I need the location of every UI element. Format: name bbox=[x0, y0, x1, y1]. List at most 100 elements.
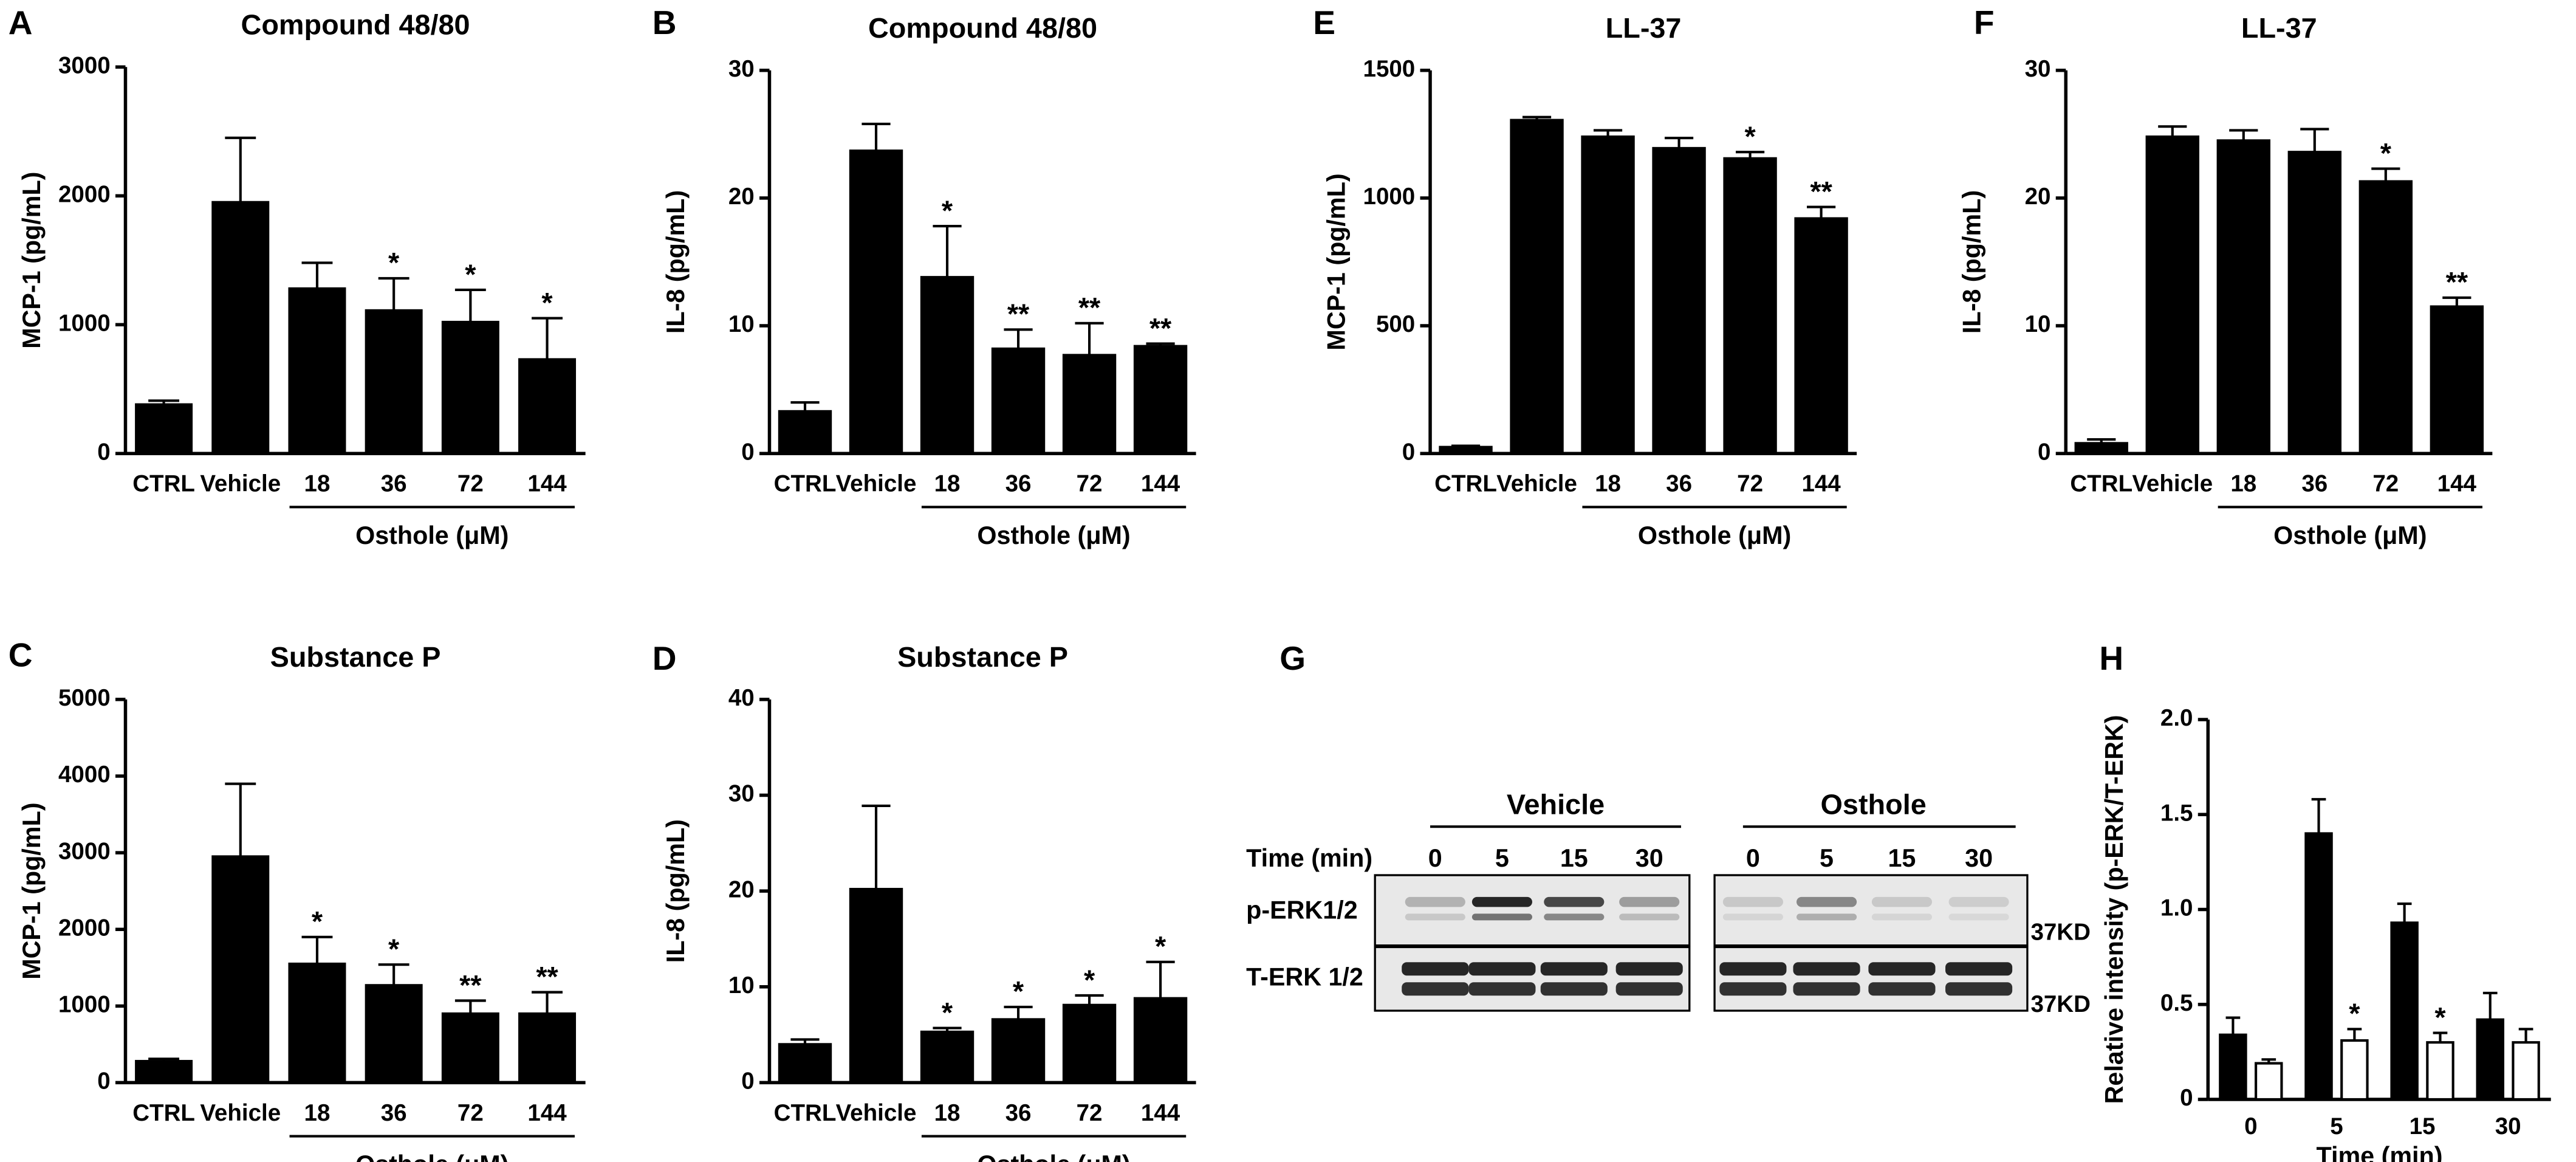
significance: * bbox=[312, 906, 323, 937]
band bbox=[1722, 913, 1783, 921]
significance: * bbox=[2380, 137, 2392, 169]
y-tick-label: 20 bbox=[728, 876, 755, 902]
bar bbox=[2145, 135, 2199, 455]
x-tick-label: CTRL bbox=[1434, 471, 1497, 497]
x-tick-label: 36 bbox=[1005, 1100, 1032, 1126]
bar bbox=[2304, 832, 2333, 1101]
x-tick-label: CTRL bbox=[132, 471, 195, 497]
x-tick-label: 36 bbox=[2301, 471, 2328, 497]
y-axis-label: IL-8 (pg/mL) bbox=[662, 190, 690, 334]
bar bbox=[2390, 921, 2419, 1101]
y-tick-label: 10 bbox=[728, 311, 755, 337]
bar bbox=[1062, 1003, 1117, 1084]
x-tick-label: 72 bbox=[1077, 1100, 1103, 1126]
y-tick-label: 1000 bbox=[58, 310, 111, 336]
y-axis-label: MCP-1 (pg/mL) bbox=[1323, 173, 1351, 350]
row-label: p-ERK1/2 bbox=[1246, 896, 1358, 924]
lane-label: 15 bbox=[1560, 844, 1588, 872]
y-tick-label: 4000 bbox=[58, 761, 111, 788]
lane-label: 0 bbox=[1746, 844, 1760, 872]
band bbox=[1871, 913, 1932, 921]
significance: ** bbox=[1810, 176, 1832, 207]
panel-letter: B bbox=[653, 4, 677, 41]
band bbox=[1796, 913, 1857, 921]
bar bbox=[2476, 1018, 2504, 1101]
band bbox=[1945, 962, 2013, 976]
panel-letter: D bbox=[653, 639, 677, 677]
y-tick-label: 30 bbox=[2025, 56, 2051, 82]
band bbox=[1544, 913, 1605, 921]
x-tick-label: 144 bbox=[1141, 1100, 1180, 1126]
x-tick-label: Vehicle bbox=[836, 1100, 917, 1126]
significance: * bbox=[465, 258, 476, 290]
y-tick-label: 1000 bbox=[58, 992, 111, 1018]
significance: * bbox=[942, 997, 953, 1028]
y-tick-label: 40 bbox=[728, 685, 755, 711]
lane-label: 15 bbox=[1888, 844, 1916, 872]
x-tick-label: 18 bbox=[304, 1100, 331, 1126]
significance: * bbox=[2434, 1002, 2446, 1033]
panel-letter: C bbox=[9, 636, 33, 674]
bar bbox=[441, 320, 499, 455]
bar bbox=[1062, 354, 1117, 455]
y-axis-label: MCP-1 (pg/mL) bbox=[18, 172, 46, 349]
significance: ** bbox=[1149, 312, 1172, 344]
x-tick-label: Vehicle bbox=[836, 471, 917, 497]
bar bbox=[365, 984, 423, 1084]
bar bbox=[1133, 997, 1188, 1084]
chart-title: Substance P bbox=[270, 641, 441, 673]
group-label: Vehicle bbox=[1507, 788, 1605, 820]
y-axis-label: Relative intensity (p-ERK/T-ERK) bbox=[2100, 715, 2128, 1104]
blot-box bbox=[1374, 946, 1691, 1012]
band bbox=[1402, 962, 1469, 976]
x-tick-label: 0 bbox=[2244, 1113, 2257, 1140]
bar bbox=[849, 150, 903, 455]
blot-box bbox=[1713, 946, 2029, 1012]
band bbox=[1471, 913, 1532, 921]
band bbox=[1719, 962, 1787, 976]
x-tick-label: 72 bbox=[1077, 471, 1103, 497]
time-label: Time (min) bbox=[1246, 844, 1372, 872]
y-tick-label: 1000 bbox=[1363, 184, 1416, 210]
significance: * bbox=[1013, 975, 1024, 1007]
y-tick-label: 0 bbox=[97, 1068, 110, 1095]
band bbox=[1619, 896, 1680, 907]
bar bbox=[778, 1043, 832, 1084]
y-tick-label: 1.0 bbox=[2160, 895, 2193, 921]
significance: ** bbox=[536, 961, 558, 992]
bar bbox=[1794, 217, 1848, 455]
x-tick-label: 144 bbox=[527, 471, 567, 497]
group-label: Osthole bbox=[1821, 788, 1927, 820]
y-tick-label: 2000 bbox=[58, 915, 111, 941]
band bbox=[1948, 913, 2009, 921]
band bbox=[1468, 962, 1536, 976]
chart-title: Compound 48/80 bbox=[868, 12, 1097, 44]
y-tick-label: 10 bbox=[2025, 311, 2051, 337]
x-tick-label: 18 bbox=[2230, 471, 2256, 497]
blot-box bbox=[1374, 874, 1691, 947]
significance: * bbox=[1084, 964, 1095, 995]
x-tick-label: CTRL bbox=[2070, 471, 2132, 497]
chart-title: Compound 48/80 bbox=[241, 9, 470, 40]
band bbox=[1945, 982, 2013, 996]
x-tick-label: 144 bbox=[527, 1100, 567, 1126]
y-tick-label: 500 bbox=[1376, 311, 1415, 337]
x-tick-label: 36 bbox=[381, 471, 407, 497]
bar bbox=[211, 855, 270, 1084]
bar bbox=[991, 1018, 1046, 1084]
x-tick-label: 36 bbox=[1005, 471, 1032, 497]
bar bbox=[2216, 139, 2270, 455]
x-tick-label: Vehicle bbox=[200, 1100, 281, 1126]
bar bbox=[365, 309, 423, 455]
significance: ** bbox=[1007, 298, 1030, 330]
significance: * bbox=[942, 194, 953, 226]
bar bbox=[288, 287, 346, 455]
significance: * bbox=[388, 247, 400, 278]
group-label: Osthole (μM) bbox=[355, 1150, 509, 1162]
x-tick-label: 30 bbox=[2495, 1113, 2521, 1140]
lane-label: 0 bbox=[1428, 844, 1442, 872]
y-axis-label: IL-8 (pg/mL) bbox=[662, 819, 690, 963]
bar bbox=[1510, 119, 1564, 455]
band bbox=[1722, 896, 1783, 907]
bar bbox=[211, 201, 270, 455]
